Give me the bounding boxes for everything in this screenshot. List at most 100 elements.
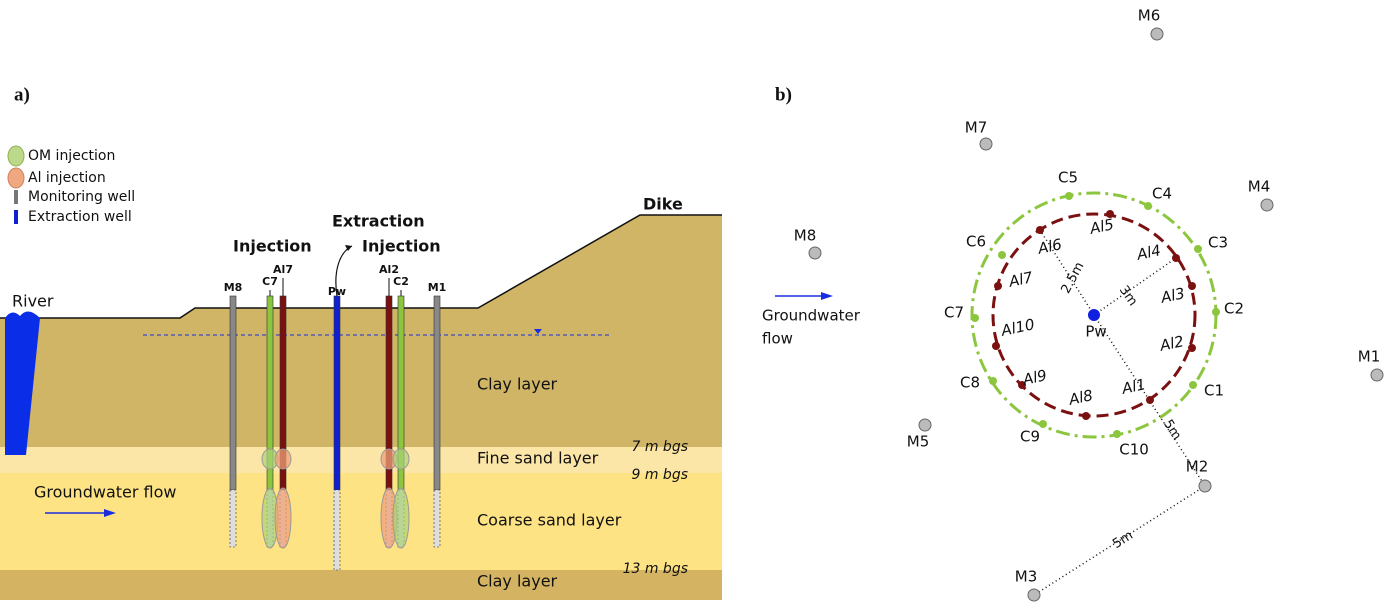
monitoring-well-label: M5	[907, 433, 930, 451]
monitoring-well	[1151, 28, 1163, 40]
injection-zone	[275, 488, 291, 548]
monitoring-well-label: M3	[1015, 568, 1038, 586]
heading: Extraction	[332, 212, 425, 231]
al-well	[1188, 344, 1196, 352]
legend-om-symbol	[8, 146, 24, 166]
om-well-label: C7	[944, 304, 964, 322]
al-well	[994, 282, 1002, 290]
layer-label: Coarse sand layer	[477, 511, 622, 530]
layer-label: Clay layer	[477, 375, 558, 394]
al-well	[1082, 412, 1090, 420]
om-well-label: C8	[960, 374, 980, 392]
om-well	[1194, 245, 1202, 253]
al-well-label: Al10	[999, 315, 1037, 340]
om-well-label: C5	[1058, 169, 1078, 187]
monitoring-well	[809, 247, 821, 259]
well-label: C2	[393, 275, 409, 288]
depth-label: 9 m bgs	[631, 467, 688, 483]
well-label: C7	[262, 275, 278, 288]
distance-label: 5m	[1160, 417, 1184, 443]
legend-monitoring-symbol	[14, 190, 18, 204]
om-well	[998, 251, 1006, 259]
legend-label: Monitoring well	[28, 189, 135, 205]
om-well	[1189, 381, 1197, 389]
monitoring-well	[919, 419, 931, 431]
legend-label: OM injection	[28, 148, 115, 164]
monitoring-well	[980, 138, 992, 150]
al-well-label: Al2	[1157, 332, 1185, 355]
well-screen	[434, 490, 440, 547]
flow-label: Groundwater	[762, 307, 861, 325]
om-well-label: C6	[966, 233, 986, 251]
monitoring-well	[1028, 589, 1040, 601]
al-well-label: Al3	[1158, 284, 1186, 307]
om-well-label: C3	[1208, 234, 1228, 252]
om-well	[971, 314, 979, 322]
om-well-label: C10	[1119, 441, 1149, 459]
well-label: Pw	[328, 285, 346, 298]
well	[434, 296, 440, 490]
al-well	[1188, 282, 1196, 290]
monitoring-well-label: M6	[1138, 7, 1161, 25]
well-screen	[334, 490, 340, 570]
pw-label: Pw	[1085, 323, 1106, 341]
well-screen	[230, 490, 236, 547]
al-well-label: Al7	[1006, 268, 1035, 291]
layer-label: Clay layer	[477, 572, 558, 591]
flow-label: Groundwater flow	[34, 483, 176, 502]
legend-al-symbol	[8, 168, 24, 188]
depth-label: 13 m bgs	[623, 561, 688, 577]
om-well	[1113, 430, 1121, 438]
monitoring-well	[1371, 369, 1383, 381]
layer-label: Fine sand layer	[477, 449, 599, 468]
injection-zone	[393, 449, 409, 469]
well-label: M1	[428, 281, 447, 294]
fine-sand-layer	[0, 447, 722, 473]
distance-label: 3m	[1116, 283, 1140, 309]
om-well	[1065, 192, 1073, 200]
legend-label: Al injection	[28, 170, 106, 186]
well	[334, 296, 340, 490]
monitoring-well-label: M2	[1186, 458, 1209, 476]
al-well	[1172, 254, 1180, 262]
bottom-clay-layer	[0, 570, 722, 600]
al-well-label: Al4	[1134, 241, 1162, 264]
al-well-label: Al8	[1066, 386, 1094, 409]
arrowhead	[821, 292, 833, 300]
panel-label: a)	[14, 84, 30, 105]
panel-label: b)	[775, 84, 792, 105]
al-well-label: Al6	[1035, 235, 1063, 258]
river-label: River	[12, 292, 54, 311]
om-well-label: C2	[1224, 300, 1244, 318]
al-well-label: Al9	[1020, 366, 1048, 389]
om-well	[989, 377, 997, 385]
om-well-label: C1	[1204, 382, 1224, 400]
well-label: Al7	[273, 263, 293, 276]
heading: Injection	[233, 237, 312, 256]
heading: Injection	[362, 237, 441, 256]
al-well	[1036, 226, 1044, 234]
al-well	[1146, 396, 1154, 404]
al-well-label: Al1	[1119, 375, 1147, 398]
al-well-label: Al5	[1087, 215, 1115, 238]
monitoring-well-label: M1	[1358, 348, 1381, 366]
dike-label: Dike	[643, 195, 683, 214]
monitoring-well-label: M7	[965, 119, 988, 137]
injection-zone	[393, 488, 409, 548]
distance-label: 5m	[1110, 528, 1136, 552]
om-well	[1039, 420, 1047, 428]
figure: a) OM injection Al injection Monitoring wel…	[0, 0, 1396, 605]
pumping-well	[1088, 309, 1100, 321]
well-label: M8	[224, 281, 243, 294]
well	[230, 296, 236, 490]
legend-extraction-symbol	[14, 210, 18, 224]
monitoring-well-label: M8	[794, 227, 817, 245]
distance-label: 2.5m	[1059, 260, 1088, 296]
clay-layer	[0, 215, 722, 447]
monitoring-well	[1199, 480, 1211, 492]
om-well-label: C4	[1152, 185, 1172, 203]
depth-label: 7 m bgs	[631, 439, 688, 455]
al-well	[992, 342, 1000, 350]
monitoring-well	[1261, 199, 1273, 211]
legend-label: Extraction well	[28, 209, 132, 225]
